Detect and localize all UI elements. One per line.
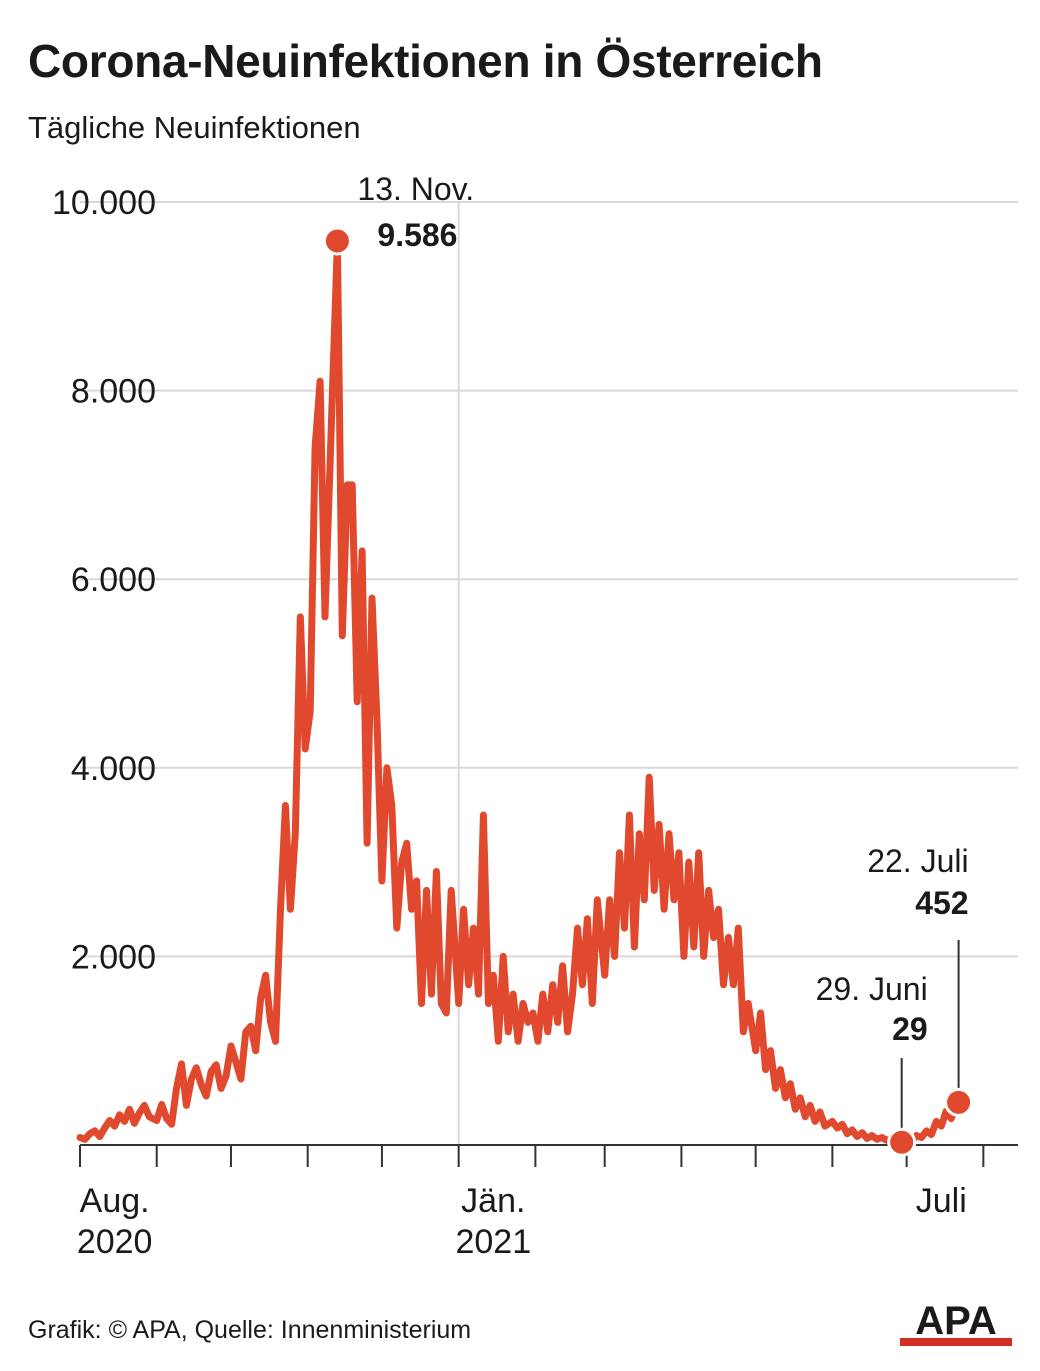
x-tick-label-year: 2021 <box>455 1223 531 1261</box>
y-tick-label: 6.000 <box>71 561 156 599</box>
annotation-point <box>322 226 352 256</box>
y-tick-label: 2.000 <box>71 938 156 976</box>
x-tick-label: Jän. <box>461 1182 525 1220</box>
y-tick-label: 10.000 <box>52 184 156 222</box>
annotations: 13. Nov. 9.586 29. Juni 29 22. Juli 452 <box>322 171 974 1157</box>
x-tick-label: Aug. <box>80 1182 150 1220</box>
annotation-date: 13. Nov. <box>357 171 474 207</box>
apa-logo: APA <box>900 1300 1012 1346</box>
x-axis: Aug.2020 Jän.2021 Juli <box>77 1144 1018 1261</box>
x-tick-label: Juli <box>916 1182 967 1220</box>
series-group <box>76 237 963 1146</box>
annotation-point <box>944 1087 974 1117</box>
x-tick-label-year: 2020 <box>77 1223 153 1261</box>
annotation-date: 29. Juni <box>816 971 928 1007</box>
y-axis-labels: 2.000 4.000 6.000 8.000 10.000 <box>52 184 156 976</box>
y-tick-label: 4.000 <box>71 750 156 788</box>
series-line <box>76 237 963 1146</box>
chart-subtitle: Tägliche Neuinfektionen <box>28 110 361 145</box>
apa-logo-bar <box>900 1338 1012 1346</box>
annotation-point <box>887 1127 917 1157</box>
y-tick-label: 8.000 <box>71 373 156 411</box>
annotation-value: 9.586 <box>377 217 457 253</box>
annotation-value: 452 <box>915 885 968 921</box>
source-credit: Grafik: © APA, Quelle: Innenministerium <box>28 1316 472 1344</box>
annotation-value: 29 <box>892 1011 928 1047</box>
annotation-date: 22. Juli <box>867 843 968 879</box>
chart-title: Corona-Neuinfektionen in Österreich <box>28 35 823 87</box>
apa-logo-text: APA <box>915 1300 996 1343</box>
